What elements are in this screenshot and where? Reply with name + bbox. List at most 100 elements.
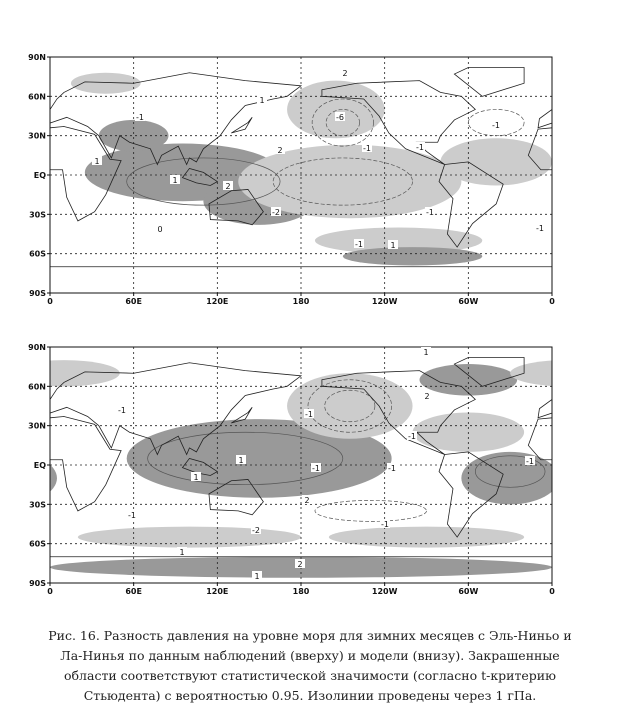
contour-label: 2 xyxy=(297,560,302,569)
contour-label: 2 xyxy=(304,496,309,505)
contour-label: -1 xyxy=(536,224,544,233)
contour-label: 1 xyxy=(238,456,243,465)
y-axis-label: 30S xyxy=(29,210,46,219)
contour-label-bg xyxy=(491,120,501,129)
contour-label-bg xyxy=(425,207,435,216)
y-axis-label: 60N xyxy=(28,92,46,101)
contour-label: -1 xyxy=(128,511,136,520)
contour xyxy=(324,389,376,423)
contour-label-bg xyxy=(252,571,262,580)
x-axis-label: 0 xyxy=(47,587,53,596)
contour-label: -1 xyxy=(388,464,396,473)
contour xyxy=(314,500,427,522)
y-axis-label: 30N xyxy=(28,132,46,141)
contour-label-bg xyxy=(135,112,145,121)
contour-label: -1 xyxy=(355,240,363,249)
y-axis-label: 60S xyxy=(29,250,46,259)
shaded-area xyxy=(510,360,552,386)
shaded-area xyxy=(50,360,120,387)
coastline xyxy=(208,479,264,516)
x-axis-label: 120W xyxy=(372,297,398,306)
contour-label: -1 xyxy=(305,410,313,419)
contour-label: 1 xyxy=(254,572,259,581)
x-axis-label: 120W xyxy=(372,587,398,596)
contour-label-bg xyxy=(340,68,350,77)
contour xyxy=(467,109,525,137)
shaded-area xyxy=(0,413,22,452)
contour-label-bg xyxy=(407,431,417,440)
contour-label-bg xyxy=(415,142,425,151)
coastline xyxy=(537,108,552,129)
caption-line: области соответствуют статистической зна… xyxy=(64,668,556,683)
contour-label-bg xyxy=(295,559,305,568)
contour-label-bg xyxy=(335,112,345,121)
coastline xyxy=(50,362,303,456)
contour-label: -1 xyxy=(136,113,144,122)
contour-label: -1 xyxy=(363,144,371,153)
coastline xyxy=(321,80,476,165)
shaded-area xyxy=(328,526,525,548)
contour-label-bg xyxy=(304,409,314,418)
coastline xyxy=(181,167,219,186)
shaded-area xyxy=(552,557,620,578)
shaded-area xyxy=(287,373,413,439)
contour-label-bg xyxy=(525,456,535,465)
x-axis-label: 120E xyxy=(206,297,228,306)
contour-label: 2 xyxy=(277,146,282,155)
contour-label-bg xyxy=(170,175,180,184)
y-axis-label: 90N xyxy=(28,53,46,62)
contour-label-bg xyxy=(362,143,372,152)
contour xyxy=(272,157,413,206)
contour-label-bg xyxy=(387,463,397,472)
contour-label-bg xyxy=(311,463,321,472)
x-axis-label: 60W xyxy=(458,297,478,306)
contour-label: 1 xyxy=(179,548,184,557)
shaded-area xyxy=(0,527,22,548)
x-axis-label: 0 xyxy=(549,587,555,596)
shaded-area xyxy=(419,364,518,396)
y-axis-label: 90S xyxy=(29,579,46,588)
contour-label: 1 xyxy=(193,473,198,482)
coastline xyxy=(231,407,253,424)
shaded-area xyxy=(573,73,620,94)
contour-label-bg xyxy=(177,547,187,556)
coastline xyxy=(438,161,504,248)
shaded-area xyxy=(77,526,301,548)
contour-label-bg xyxy=(271,207,281,216)
coastline xyxy=(321,370,476,455)
shaded-area xyxy=(580,527,620,548)
contour-label: -1 xyxy=(381,520,389,529)
contour-label-bg xyxy=(388,240,398,249)
contour xyxy=(147,431,344,486)
contour-label-bg xyxy=(422,391,432,400)
shaded-area xyxy=(342,247,483,266)
coastline xyxy=(50,416,122,512)
contour xyxy=(307,379,392,433)
shaded-area xyxy=(98,119,169,152)
contour-label-bg xyxy=(191,472,201,481)
x-axis-label: 60W xyxy=(458,587,478,596)
y-axis-label: 90S xyxy=(29,289,46,298)
shaded-area xyxy=(70,72,141,94)
y-axis-label: 30S xyxy=(29,500,46,509)
contour xyxy=(325,109,360,137)
coastline xyxy=(438,451,504,538)
y-axis-label: 90N xyxy=(28,343,46,352)
contour-label-bg xyxy=(223,181,233,190)
x-axis-label: 0 xyxy=(47,297,53,306)
x-axis-label: 180 xyxy=(293,297,310,306)
x-axis-label: 120E xyxy=(206,587,228,596)
contour-label: -1 xyxy=(312,464,320,473)
coastline xyxy=(208,189,264,226)
contour-label: -1 xyxy=(118,406,126,415)
caption-line: Ла-Нинья по данным наблюдений (вверху) и… xyxy=(60,648,560,663)
contour-label: 1 xyxy=(390,241,395,250)
contour-label: 2 xyxy=(342,69,347,78)
contour-label: 2 xyxy=(225,182,230,191)
contour-label: -1 xyxy=(408,432,416,441)
shaded-area xyxy=(461,451,552,505)
